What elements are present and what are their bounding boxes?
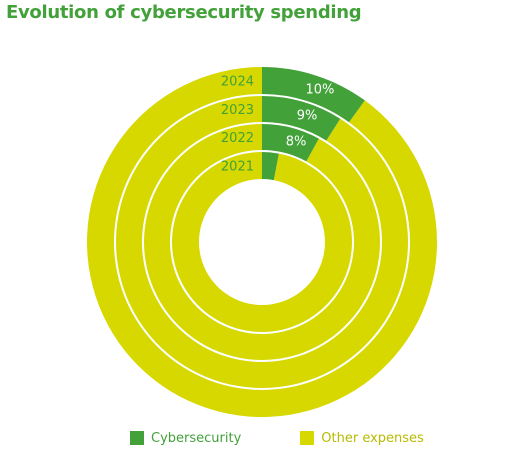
legend-item-cybersecurity: Cybersecurity	[130, 431, 241, 446]
chart-title: Evolution of cybersecurity spending	[6, 2, 362, 23]
ring-2021-other-slice	[172, 152, 353, 332]
legend-swatch-other-expenses	[300, 431, 315, 445]
legend-swatch-cybersecurity	[130, 431, 144, 445]
ring-2022-cybersecurity-slice	[262, 124, 319, 162]
ring-2023-cybersecurity-slice	[262, 96, 341, 141]
ring-year-label-2023: 2023	[221, 103, 254, 118]
legend-label-other-expenses: Other expenses	[321, 430, 424, 446]
ring-year-label-2022: 2022	[221, 131, 254, 146]
ring-2021-cybersecurity-slice	[262, 152, 279, 181]
ring-year-label-2021: 2021	[221, 160, 254, 175]
ring-year-label-2024: 2024	[221, 75, 254, 90]
ring-2023-percent-label: 9%	[297, 108, 318, 123]
ring-2024-cybersecurity-slice	[262, 67, 365, 123]
legend: Cybersecurity Other expenses	[130, 428, 424, 448]
ring-2024-percent-label: 10%	[305, 82, 334, 97]
legend-item-other-expenses: Other expenses	[300, 431, 424, 446]
legend-label-cybersecurity: Cybersecurity	[151, 430, 242, 446]
ring-2022-percent-label: 8%	[286, 134, 307, 149]
